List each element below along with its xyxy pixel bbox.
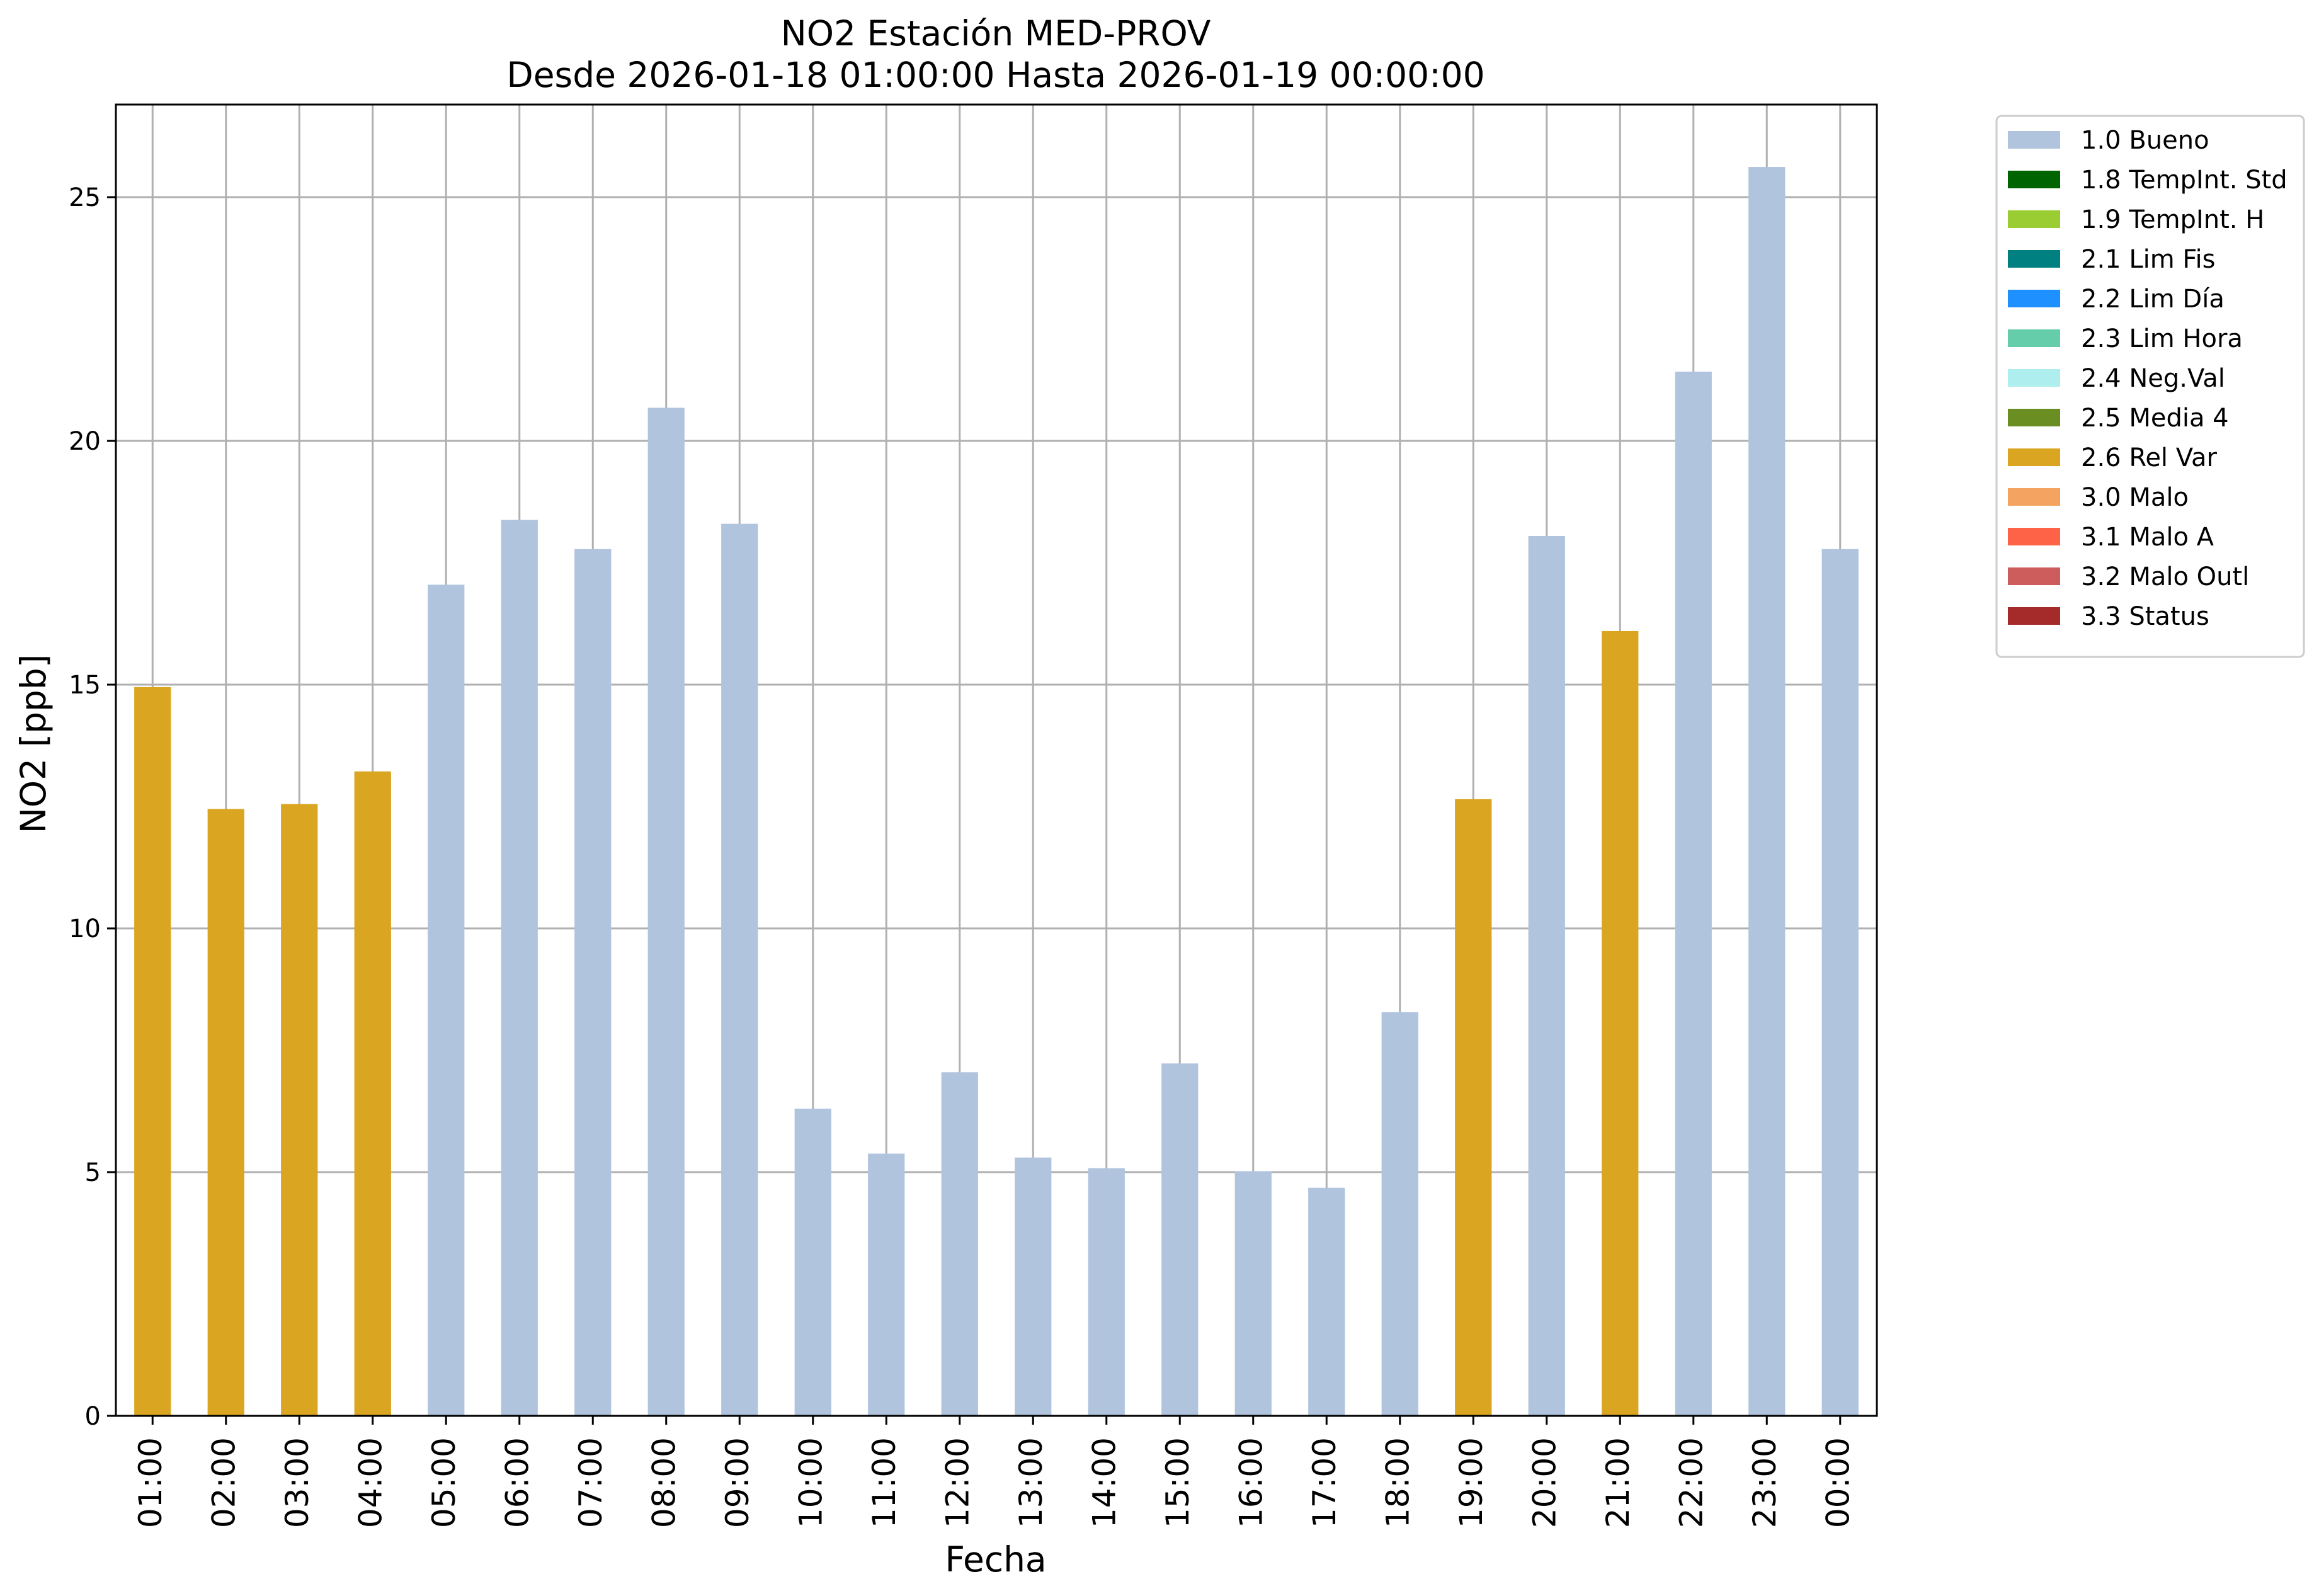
x-tick-label: 22:00 (1673, 1437, 1709, 1528)
x-tick-label: 01:00 (132, 1437, 169, 1528)
legend-label: 3.3 Status (2081, 602, 2209, 631)
legend-label: 3.2 Malo Outl (2081, 562, 2249, 591)
bar-18:00 (1381, 1012, 1418, 1416)
y-tick-label: 5 (85, 1158, 101, 1187)
bar-21:00 (1602, 630, 1639, 1416)
x-tick-label: 20:00 (1526, 1437, 1563, 1528)
bar-08:00 (647, 408, 685, 1416)
x-tick-label: 15:00 (1160, 1437, 1196, 1528)
x-tick-label: 12:00 (939, 1437, 976, 1528)
x-tick-label: 17:00 (1306, 1437, 1343, 1528)
bar-15:00 (1161, 1063, 1199, 1416)
x-tick-label: 14:00 (1086, 1437, 1122, 1528)
x-tick-label: 16:00 (1233, 1437, 1269, 1528)
x-tick-label: 06:00 (499, 1437, 535, 1528)
legend-swatch (2008, 171, 2060, 188)
bar-14:00 (1088, 1168, 1125, 1416)
bar-04:00 (354, 771, 391, 1416)
legend-swatch (2008, 131, 2060, 149)
legend-swatch (2008, 329, 2060, 347)
x-tick-label: 02:00 (205, 1437, 242, 1528)
legend-swatch (2008, 488, 2060, 506)
x-tick-label: 05:00 (426, 1437, 462, 1528)
x-tick-label: 00:00 (1820, 1437, 1856, 1528)
legend-swatch (2008, 528, 2060, 545)
legend-label: 2.3 Lim Hora (2081, 324, 2243, 353)
bar-16:00 (1234, 1171, 1272, 1416)
legend-swatch (2008, 448, 2060, 466)
legend: 1.0 Bueno 1.8 TempInt. Std 1.9 TempInt. H 2… (1995, 115, 2305, 658)
plot-frame (115, 103, 1878, 1417)
y-tick-label: 25 (69, 183, 101, 212)
legend-label: 2.2 Lim Día (2081, 285, 2225, 314)
x-tick-label: 19:00 (1453, 1437, 1490, 1528)
y-tick-label: 15 (69, 671, 101, 700)
y-tick-label: 20 (69, 427, 101, 456)
bar-12:00 (941, 1072, 978, 1416)
legend-label: 3.1 Malo A (2081, 523, 2214, 552)
legend-label: 2.4 Neg.Val (2081, 364, 2225, 393)
bar-22:00 (1675, 372, 1712, 1416)
x-tick-label: 18:00 (1379, 1437, 1416, 1528)
bar-11:00 (868, 1153, 905, 1416)
bar-00:00 (1821, 549, 1859, 1416)
bar-10:00 (794, 1109, 831, 1416)
legend-label: 2.5 Media 4 (2081, 404, 2229, 433)
legend-label: 2.1 Lim Fis (2081, 245, 2215, 274)
x-tick-label: 13:00 (1013, 1437, 1049, 1528)
x-tick-label: 07:00 (573, 1437, 609, 1528)
x-tick-label: 04:00 (352, 1437, 389, 1528)
y-tick-label: 10 (69, 915, 101, 943)
bar-03:00 (281, 804, 318, 1416)
bar-06:00 (501, 520, 538, 1416)
x-tick-label: 08:00 (646, 1437, 682, 1528)
bar-19:00 (1455, 799, 1492, 1416)
legend-swatch (2008, 250, 2060, 268)
bar-20:00 (1528, 535, 1565, 1416)
legend-swatch (2008, 607, 2060, 625)
x-tick-label: 11:00 (866, 1437, 903, 1528)
y-axis-label: NO2 [ppb] (13, 654, 54, 834)
legend-label: 3.0 Malo (2081, 483, 2189, 512)
x-tick-label: 09:00 (719, 1437, 756, 1528)
bar-02:00 (207, 809, 244, 1416)
bar-07:00 (574, 549, 612, 1416)
legend-swatch (2008, 210, 2060, 228)
bar-05:00 (428, 584, 465, 1416)
legend-label: 1.9 TempInt. H (2081, 205, 2264, 234)
chart-title: NO2 Estación MED-PROV (781, 13, 1211, 54)
bar-23:00 (1748, 167, 1786, 1416)
chart-subtitle: Desde 2026-01-18 01:00:00 Hasta 2026-01-… (506, 55, 1484, 95)
y-tick-label: 0 (85, 1402, 101, 1431)
axes (115, 103, 1878, 1417)
bar-01:00 (134, 687, 171, 1416)
bar-13:00 (1015, 1157, 1052, 1416)
legend-swatch (2008, 290, 2060, 307)
legend-swatch (2008, 369, 2060, 387)
x-axis-label: Fecha (945, 1539, 1046, 1580)
bars (134, 167, 1859, 1416)
legend-swatch (2008, 567, 2060, 585)
legend-label: 2.6 Rel Var (2081, 443, 2218, 472)
x-ticks: 01:00 02:00 03:00 04:00 05:00 06:00 07:00 08:00… (132, 1416, 1856, 1528)
legend-swatch (2008, 409, 2060, 426)
legend-box (1995, 115, 2305, 658)
bar-17:00 (1308, 1187, 1345, 1416)
x-tick-label: 23:00 (1746, 1437, 1783, 1528)
x-tick-label: 03:00 (279, 1437, 316, 1528)
x-tick-label: 10:00 (792, 1437, 829, 1528)
legend-label: 1.8 TempInt. Std (2081, 166, 2288, 195)
bar-09:00 (721, 523, 758, 1416)
y-ticks: 0 5 10 15 20 25 (69, 183, 116, 1431)
x-tick-label: 21:00 (1600, 1437, 1636, 1528)
legend-label: 1.0 Bueno (2081, 126, 2209, 155)
